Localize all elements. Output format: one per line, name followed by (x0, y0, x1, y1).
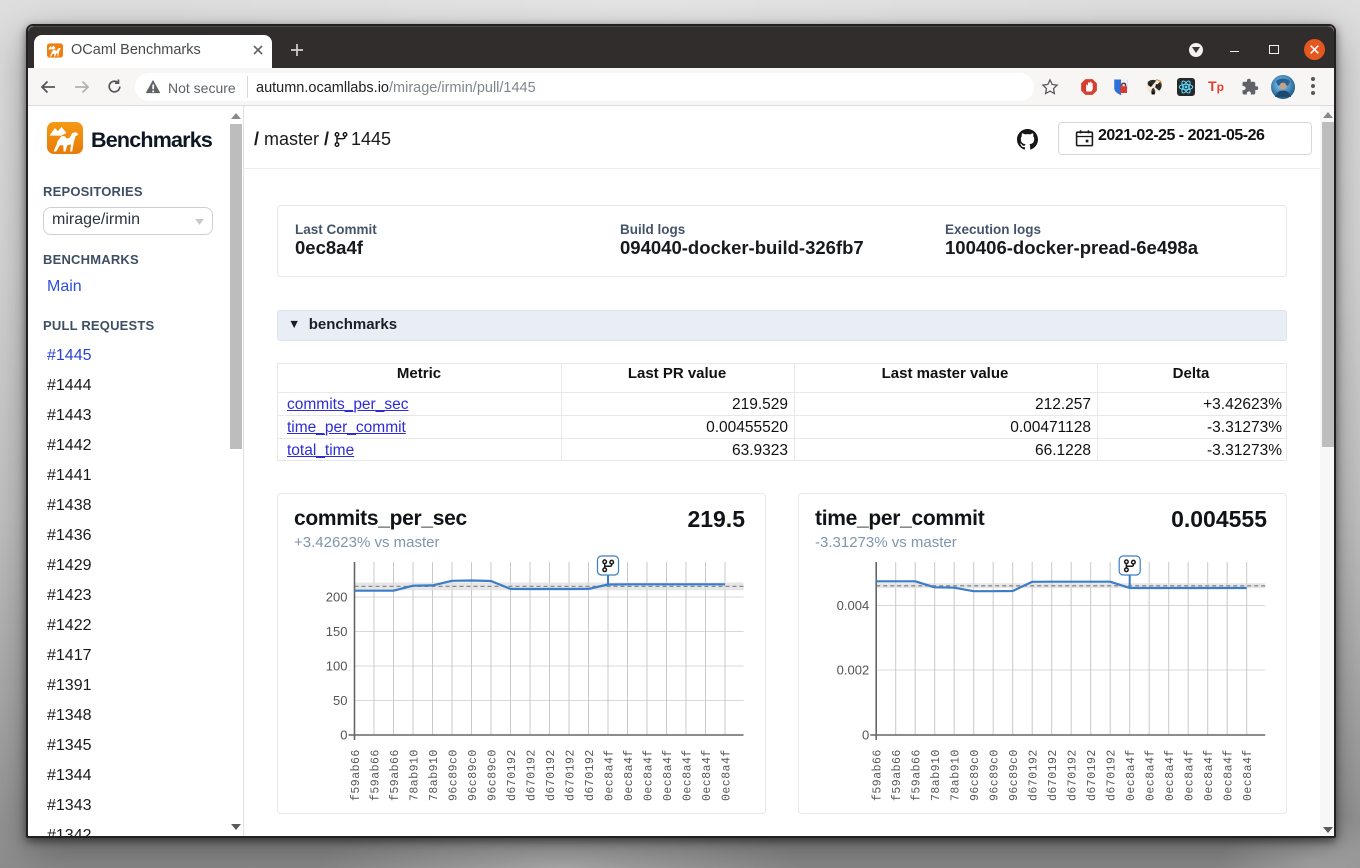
svg-text:d670192: d670192 (565, 749, 578, 801)
svg-text:78ab910: 78ab910 (428, 749, 441, 801)
svg-text:100: 100 (326, 659, 348, 674)
svg-text:f59ab66: f59ab66 (370, 749, 383, 801)
svg-text:0: 0 (862, 728, 869, 743)
svg-text:0ec8a4f: 0ec8a4f (643, 749, 656, 801)
svg-text:0ec8a4f: 0ec8a4f (1184, 749, 1197, 801)
svg-text:d670192: d670192 (1028, 749, 1041, 801)
svg-text:f59ab66: f59ab66 (350, 749, 363, 801)
svg-text:0ec8a4f: 0ec8a4f (1164, 749, 1177, 801)
svg-text:0ec8a4f: 0ec8a4f (1125, 749, 1138, 801)
svg-text:f59ab66: f59ab66 (911, 749, 924, 801)
svg-text:0.004: 0.004 (837, 598, 870, 613)
svg-text:96c89c0: 96c89c0 (448, 749, 461, 801)
svg-text:0ec8a4f: 0ec8a4f (1203, 749, 1216, 801)
svg-text:150: 150 (326, 624, 348, 639)
svg-text:d670192: d670192 (506, 749, 519, 801)
svg-text:0ec8a4f: 0ec8a4f (1145, 749, 1158, 801)
svg-text:d670192: d670192 (1106, 749, 1119, 801)
svg-text:96c89c0: 96c89c0 (467, 749, 480, 801)
svg-text:d670192: d670192 (584, 749, 597, 801)
svg-text:f59ab66: f59ab66 (389, 749, 402, 801)
svg-text:d670192: d670192 (1047, 749, 1060, 801)
svg-text:96c89c0: 96c89c0 (969, 749, 982, 801)
svg-text:0ec8a4f: 0ec8a4f (662, 749, 675, 801)
svg-text:0ec8a4f: 0ec8a4f (623, 749, 636, 801)
svg-text:78ab910: 78ab910 (409, 749, 422, 801)
svg-text:96c89c0: 96c89c0 (989, 749, 1002, 801)
svg-text:d670192: d670192 (545, 749, 558, 801)
svg-text:f59ab66: f59ab66 (891, 749, 904, 801)
svg-text:0ec8a4f: 0ec8a4f (604, 749, 617, 801)
svg-text:0ec8a4f: 0ec8a4f (1223, 749, 1236, 801)
svg-text:0ec8a4f: 0ec8a4f (721, 749, 734, 801)
svg-text:d670192: d670192 (526, 749, 539, 801)
svg-text:96c89c0: 96c89c0 (487, 749, 500, 801)
svg-text:0ec8a4f: 0ec8a4f (701, 749, 714, 801)
svg-text:0.002: 0.002 (837, 663, 870, 678)
svg-text:78ab910: 78ab910 (950, 749, 963, 801)
svg-text:0ec8a4f: 0ec8a4f (682, 749, 695, 801)
svg-text:200: 200 (326, 590, 348, 605)
svg-text:96c89c0: 96c89c0 (1008, 749, 1021, 801)
svg-text:50: 50 (333, 693, 347, 708)
svg-text:f59ab66: f59ab66 (872, 749, 885, 801)
svg-text:78ab910: 78ab910 (930, 749, 943, 801)
svg-text:0ec8a4f: 0ec8a4f (1242, 749, 1255, 801)
svg-text:d670192: d670192 (1086, 749, 1099, 801)
svg-text:d670192: d670192 (1067, 749, 1080, 801)
svg-text:0: 0 (340, 728, 347, 743)
